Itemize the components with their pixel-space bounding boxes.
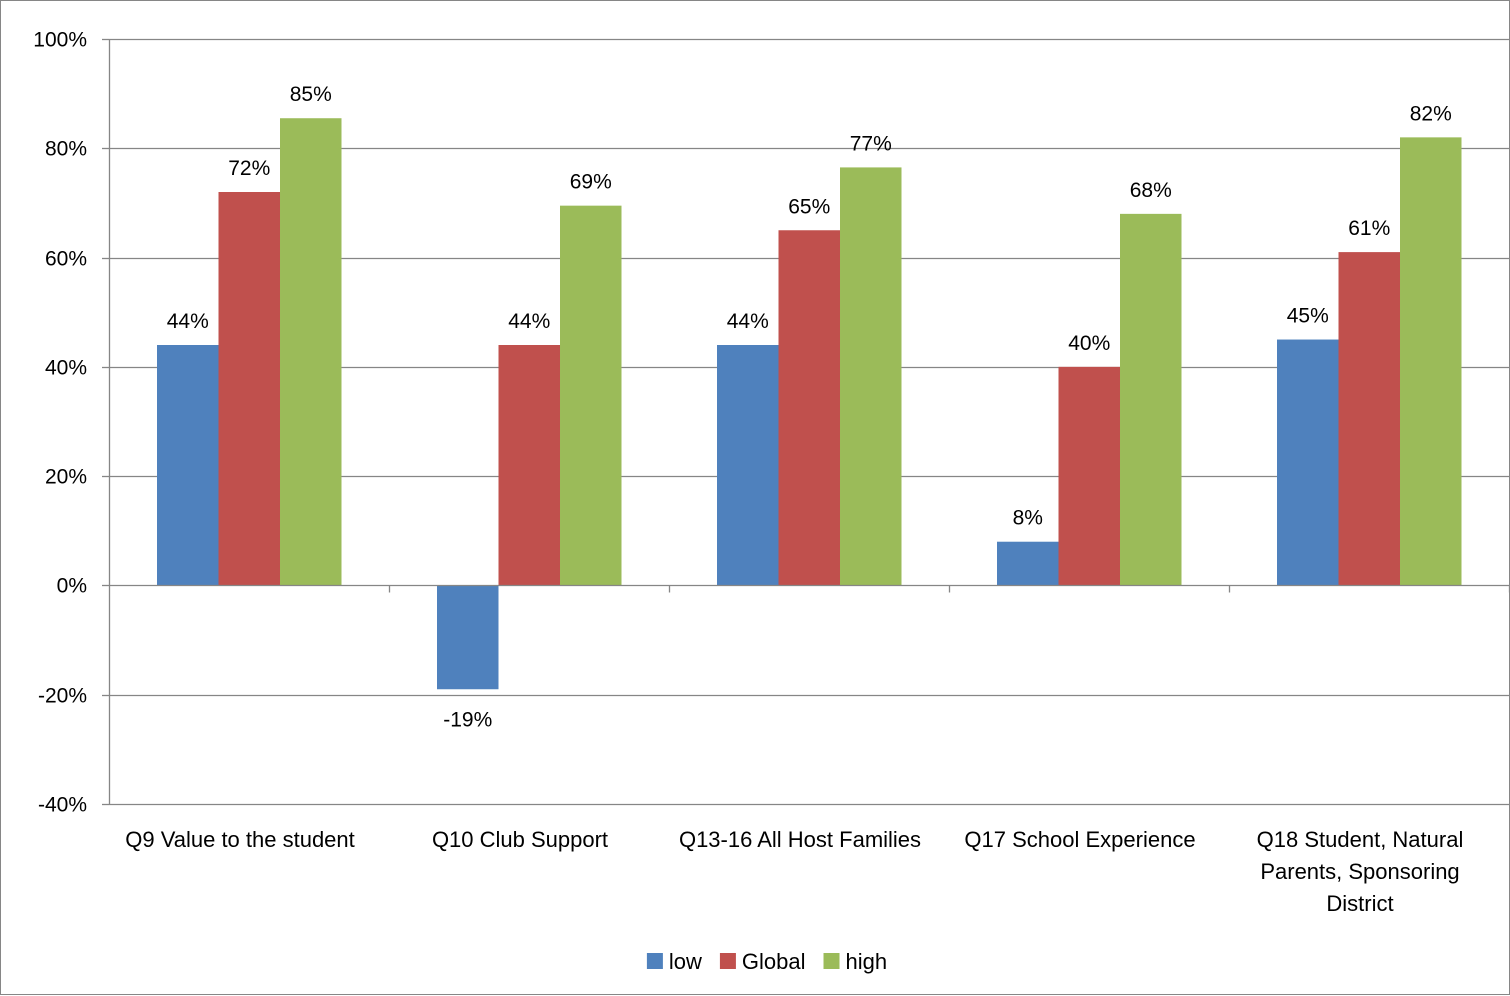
legend-label: Global [742, 949, 806, 974]
data-label: 44% [508, 310, 550, 333]
category-label: Q10 Club Support [432, 827, 608, 852]
category-label: Parents, Sponsoring [1260, 859, 1459, 884]
bar-global-1 [218, 192, 280, 586]
y-tick-label: 60% [45, 248, 87, 271]
legend: low Global high [646, 949, 888, 974]
legend-swatch-high [823, 953, 840, 969]
data-label: 8% [1013, 507, 1043, 530]
legend-swatch-low [646, 953, 663, 969]
data-label: 82% [1410, 102, 1452, 125]
bars [157, 118, 1462, 690]
bar-high-5 [1400, 137, 1462, 586]
bar-global-2 [498, 345, 560, 586]
bar-global-5 [1338, 252, 1400, 586]
category-label: Q13-16 All Host Families [679, 827, 921, 852]
data-label: 77% [850, 132, 892, 155]
bar-high-2 [560, 205, 622, 586]
data-label: 72% [228, 157, 270, 180]
y-tick-label: 0% [57, 575, 87, 598]
legend-label: high [846, 949, 888, 974]
data-label: 40% [1068, 332, 1110, 355]
legend-swatch-global [719, 953, 736, 969]
data-label: 69% [570, 171, 612, 194]
bar-low-3 [717, 345, 779, 586]
y-tick-label: -20% [38, 685, 87, 708]
bar-low-5 [1277, 339, 1339, 586]
bar-global-3 [778, 230, 840, 586]
bar-high-1 [280, 118, 342, 586]
category-label: Q9 Value to the student [125, 827, 355, 852]
bar-low-2 [437, 585, 499, 690]
bar-high-4 [1120, 213, 1182, 586]
bar-low-4 [997, 541, 1059, 586]
data-label: 65% [788, 195, 830, 218]
y-tick-label: 80% [45, 138, 87, 161]
category-label: Q18 Student, Natural [1257, 827, 1464, 852]
bar-low-1 [157, 345, 219, 586]
bar-global-4 [1058, 366, 1120, 586]
bar-high-3 [840, 167, 902, 586]
category-label: District [1326, 891, 1393, 916]
legend-label: low [669, 949, 702, 974]
data-label: -19% [443, 708, 492, 731]
data-labels: 44% -19% 44% 8% 45% 72% 44% 65% 40% 61% 85% 69% 77% 6… [167, 83, 1452, 731]
data-label: 45% [1287, 305, 1329, 328]
y-tick-label: -40% [38, 794, 87, 817]
axes: -40% -20% 0% 20% 40% 60% 80% 100% Q9 Value to th… [33, 29, 1510, 916]
data-label: 61% [1348, 217, 1390, 240]
y-tick-label: 100% [33, 29, 87, 52]
y-tick-label: 40% [45, 357, 87, 380]
data-label: 68% [1130, 179, 1172, 202]
data-label: 44% [167, 310, 209, 333]
y-tick-label: 20% [45, 466, 87, 489]
data-label: 44% [727, 310, 769, 333]
category-label: Q17 School Experience [964, 827, 1195, 852]
data-label: 85% [290, 83, 332, 106]
